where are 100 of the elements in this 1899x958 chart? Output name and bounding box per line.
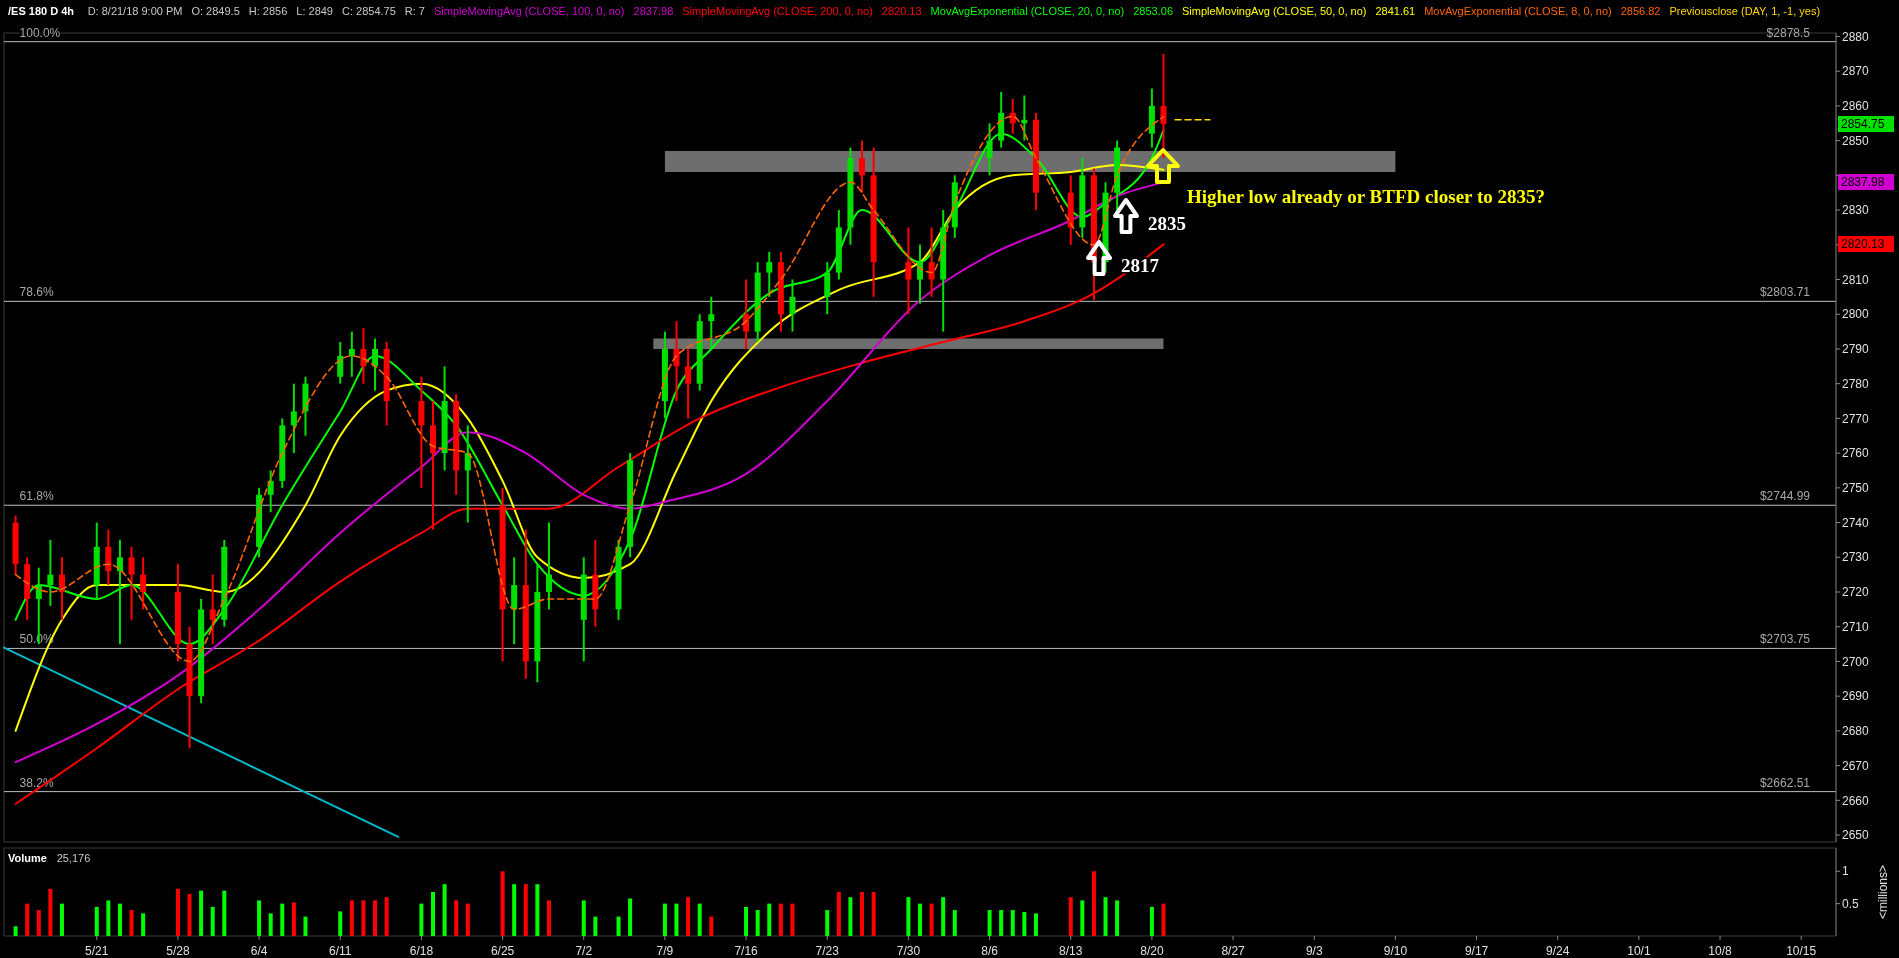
candlestick: [348, 330, 355, 378]
x-tick-label: 10/8: [1708, 944, 1733, 958]
bar: [697, 903, 702, 936]
chart-title: /ES 180 D 4h: [8, 5, 75, 17]
candlestick: [986, 122, 993, 177]
bar: [790, 903, 795, 936]
x-tick-label: 7/30: [896, 944, 921, 958]
bar: [836, 892, 841, 936]
bar: [141, 913, 146, 936]
y-tick-label: 2750: [1842, 481, 1870, 496]
bar: [709, 916, 714, 936]
bar: [512, 884, 517, 936]
x-tick-label: 7/9: [656, 944, 674, 958]
candlestick: [545, 521, 552, 611]
bar: [1080, 900, 1085, 936]
candlestick: [337, 341, 344, 385]
bar: [94, 906, 99, 936]
annotation: Higher low already or BTFD closer to 2835?: [1187, 186, 1545, 207]
bar: [860, 892, 865, 936]
y-tick-label: 2870: [1842, 64, 1870, 79]
candlestick: [116, 538, 123, 646]
text: MovAvgExponential (CLOSE, 20, 0, no): [930, 5, 1125, 17]
y-tick-label: 2770: [1842, 411, 1870, 426]
bar: [1103, 897, 1108, 936]
bar: [303, 916, 308, 936]
y-tick-label: 2660: [1842, 793, 1870, 808]
candlestick: [128, 545, 135, 621]
bar: [987, 910, 992, 936]
x-tick-label: 7/16: [734, 944, 759, 958]
bar: [129, 910, 134, 936]
bar: [291, 902, 296, 936]
y-tick-label: 2700: [1842, 654, 1870, 669]
bar: [523, 884, 528, 936]
text: 2837.98: [1841, 175, 1885, 189]
bar: [662, 903, 667, 936]
bar: [581, 900, 586, 936]
bar: [778, 903, 783, 936]
y-tick-label: 2670: [1842, 758, 1870, 773]
bar: [1149, 906, 1154, 936]
y-tick-label: 0.5: [1842, 896, 1860, 911]
bar: [1033, 913, 1038, 936]
bar: [187, 893, 192, 936]
text: 2841.61: [1375, 5, 1416, 17]
y-tick-label: 1: [1842, 864, 1849, 879]
x-tick-label: 5/28: [166, 944, 190, 958]
candlestick: [140, 556, 147, 611]
text: Previousclose (DAY, 1, -1, yes): [1669, 5, 1821, 17]
text: 2820.13: [881, 5, 922, 17]
candlestick: [905, 226, 912, 316]
bar: [755, 910, 760, 936]
bar: [952, 910, 957, 936]
candlestick: [290, 382, 297, 455]
candlestick: [360, 327, 367, 385]
candlestick: [372, 337, 379, 392]
candlestick: [789, 278, 796, 333]
bar: [871, 892, 876, 936]
bar: [918, 903, 922, 936]
text: 2853.06: [1133, 5, 1173, 17]
chart-title: Volume: [8, 852, 47, 864]
bar: [767, 903, 772, 936]
text: L: 2849: [296, 5, 333, 17]
bar: [744, 906, 749, 936]
text: 2854.75: [1841, 117, 1885, 131]
x-tick-label: 9/17: [1464, 944, 1489, 958]
bar: [546, 900, 551, 936]
bar: [13, 926, 18, 936]
bar: [1010, 910, 1015, 936]
text: C: 2854.75: [341, 5, 396, 17]
bar: [442, 884, 447, 936]
y-tick-label: 2810: [1842, 272, 1870, 287]
y-axis-title: <millions>: [1876, 864, 1890, 920]
candlestick: [267, 469, 274, 514]
y-tick-label: 2780: [1842, 376, 1870, 391]
bar: [593, 916, 598, 936]
candlestick: [685, 347, 692, 420]
annotation: 61.8%: [19, 489, 54, 504]
x-tick-label: 7/23: [815, 944, 840, 958]
bar: [674, 903, 679, 936]
bar: [1022, 912, 1027, 936]
candlestick: [743, 278, 750, 350]
candlestick: [209, 573, 216, 646]
x-tick-label: 8/20: [1140, 944, 1164, 958]
x-tick-label: 9/3: [1305, 944, 1323, 958]
y-tick-label: 2880: [1842, 29, 1870, 44]
x-tick-label: 10/15: [1786, 944, 1817, 958]
bar: [616, 916, 621, 936]
bar: [825, 910, 830, 936]
candlestick: [928, 226, 935, 298]
bar: [268, 913, 273, 936]
bar: [500, 871, 505, 936]
x-tick-label: 5/21: [85, 944, 109, 958]
candlestick: [1160, 52, 1167, 159]
candlestick: [917, 243, 923, 305]
annotation: 100.0%: [19, 25, 61, 40]
candlestick: [47, 538, 54, 607]
x-tick-label: 6/18: [409, 944, 434, 958]
bar: [1068, 897, 1073, 936]
bar: [210, 906, 215, 936]
bar: [384, 897, 389, 936]
bar: [941, 897, 946, 936]
